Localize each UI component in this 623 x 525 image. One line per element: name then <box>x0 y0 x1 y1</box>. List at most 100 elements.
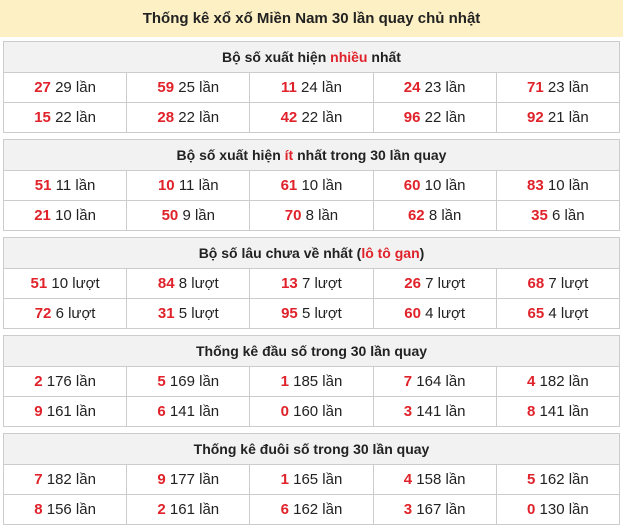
table-header-row: Thống kê đuôi số trong 30 lần quay <box>3 433 620 465</box>
stat-cell: 96 22 lần <box>372 102 497 133</box>
stat-cell: 92 21 lần <box>495 102 621 133</box>
lottery-number: 10 <box>157 177 175 194</box>
section-title-text: Bộ số xuất hiện <box>222 49 331 65</box>
count-text: 6 lần <box>552 207 585 224</box>
table-row: 51 10 lượt 84 8 lượt 13 7 lượt 26 7 lượt 68 … <box>2 268 621 299</box>
section-title-highlight: nhiều <box>330 49 368 65</box>
lottery-number: 96 <box>403 109 421 126</box>
lottery-number: 60 <box>404 305 421 322</box>
lottery-number: 4 <box>527 373 536 390</box>
stat-cell: 31 5 lượt <box>126 298 251 329</box>
table-row: 9 161 lần 6 141 lần 0 160 lần 3 141 lần 8 14… <box>2 396 621 427</box>
count-text: 6 lượt <box>55 305 96 322</box>
count-text: 177 lần <box>169 471 220 488</box>
lottery-number: 13 <box>281 275 298 292</box>
count-text: 11 lần <box>55 177 96 194</box>
stat-cell: 65 4 lượt <box>495 298 621 329</box>
count-text: 161 lần <box>46 403 96 420</box>
stat-cell: 27 29 lần <box>2 72 128 103</box>
count-text: 7 lượt <box>301 275 342 292</box>
section-title: Thống kê đuôi số trong 30 lần quay <box>3 433 620 465</box>
table-row: 8 156 lần 2 161 lần 6 162 lần 3 167 lần 0 13… <box>2 494 621 525</box>
count-text: 8 lượt <box>178 275 219 292</box>
count-text: 164 lần <box>416 373 466 390</box>
lottery-number: 2 <box>157 501 166 518</box>
section-title-text: Bộ số lâu chưa về nhất ( <box>198 245 362 261</box>
lottery-number: 9 <box>34 403 43 420</box>
page-title: Thống kê xổ xố Miền Nam 30 lần quay chủ … <box>0 0 623 37</box>
count-text: 10 lần <box>301 177 343 194</box>
stat-cell: 24 23 lần <box>372 72 497 103</box>
stats-table: Bộ số xuất hiện nhiều nhất 27 29 lần 59 25… <box>2 41 621 133</box>
stat-cell: 4 182 lần <box>495 366 621 397</box>
stat-cell: 51 10 lượt <box>2 268 128 299</box>
stat-cell: 68 7 lượt <box>495 268 621 299</box>
count-text: 29 lần <box>55 79 96 96</box>
lottery-number: 68 <box>527 275 545 292</box>
count-text: 11 lần <box>178 177 219 194</box>
stat-cell: 10 11 lần <box>126 170 251 201</box>
count-text: 182 lần <box>46 471 96 488</box>
section-title-text: ) <box>419 245 425 261</box>
lottery-number: 65 <box>527 305 545 322</box>
count-text: 7 lượt <box>425 275 466 292</box>
lottery-number: 28 <box>157 109 175 126</box>
table-header-row: Thống kê đầu số trong 30 lần quay <box>3 335 620 367</box>
stat-cell: 3 167 lần <box>372 494 497 525</box>
stat-cell: 13 7 lượt <box>249 268 374 299</box>
lottery-number: 3 <box>403 403 413 420</box>
stats-table: Thống kê đuôi số trong 30 lần quay 7 182 … <box>2 433 621 525</box>
count-text: 4 lượt <box>425 305 466 322</box>
count-text: 167 lần <box>416 501 466 518</box>
stat-cell: 15 22 lần <box>2 102 128 133</box>
lottery-number: 6 <box>157 403 166 420</box>
table-row: 7 182 lần 9 177 lần 1 165 lần 4 158 lần 5 16… <box>2 464 621 495</box>
count-text: 141 lần <box>539 403 589 420</box>
stat-cell: 21 10 lần <box>2 200 128 231</box>
stat-cell: 4 158 lần <box>372 464 497 495</box>
lottery-number: 62 <box>407 207 425 224</box>
stat-cell: 5 169 lần <box>126 366 251 397</box>
stat-cell: 0 160 lần <box>249 396 374 427</box>
table-header-row: Bộ số xuất hiện nhiều nhất <box>3 41 620 73</box>
lottery-number: 31 <box>157 305 175 322</box>
count-text: 23 lần <box>547 79 589 96</box>
stat-cell: 9 177 lần <box>126 464 251 495</box>
count-text: 22 lần <box>424 109 466 126</box>
count-text: 169 lần <box>169 373 220 390</box>
table-row: 27 29 lần 59 25 lần 11 24 lần 24 23 lần 71 2… <box>2 72 621 103</box>
lottery-number: 3 <box>403 501 413 518</box>
count-text: 185 lần <box>293 373 343 390</box>
lottery-number: 1 <box>280 471 289 488</box>
section-title: Bộ số xuất hiện nhiều nhất <box>3 41 620 73</box>
lottery-number: 59 <box>157 79 175 96</box>
stat-cell: 50 9 lần <box>126 200 251 231</box>
lottery-number: 60 <box>403 177 421 194</box>
count-text: 160 lần <box>293 403 343 420</box>
lottery-number: 95 <box>281 305 298 322</box>
count-text: 21 lần <box>547 109 589 126</box>
lottery-number: 51 <box>30 275 48 292</box>
section-title-text: Thống kê đầu số trong 30 lần quay <box>195 343 428 359</box>
count-text: 10 lần <box>55 207 96 224</box>
count-text: 5 lượt <box>178 305 219 322</box>
stat-cell: 7 182 lần <box>2 464 128 495</box>
lottery-number: 70 <box>284 207 302 224</box>
lottery-number: 24 <box>403 79 421 96</box>
count-text: 4 lượt <box>548 305 589 322</box>
table-row: 72 6 lượt 31 5 lượt 95 5 lượt 60 4 lượt 65 4… <box>2 298 621 329</box>
stat-cell: 83 10 lần <box>495 170 621 201</box>
stat-cell: 7 164 lần <box>372 366 497 397</box>
lottery-number: 7 <box>403 373 413 390</box>
table-row: 51 11 lần 10 11 lần 61 10 lần 60 10 lần 83 1… <box>2 170 621 201</box>
lottery-number: 15 <box>34 109 51 126</box>
stat-cell: 6 141 lần <box>126 396 251 427</box>
lottery-number: 2 <box>34 373 43 390</box>
section-title: Bộ số xuất hiện ít nhất trong 30 lần qua… <box>3 139 620 171</box>
stat-cell: 61 10 lần <box>249 170 374 201</box>
lottery-number: 26 <box>404 275 421 292</box>
stat-cell: 8 141 lần <box>495 396 621 427</box>
lottery-number: 72 <box>34 305 52 322</box>
lottery-number: 84 <box>157 275 175 292</box>
count-text: 176 lần <box>46 373 96 390</box>
